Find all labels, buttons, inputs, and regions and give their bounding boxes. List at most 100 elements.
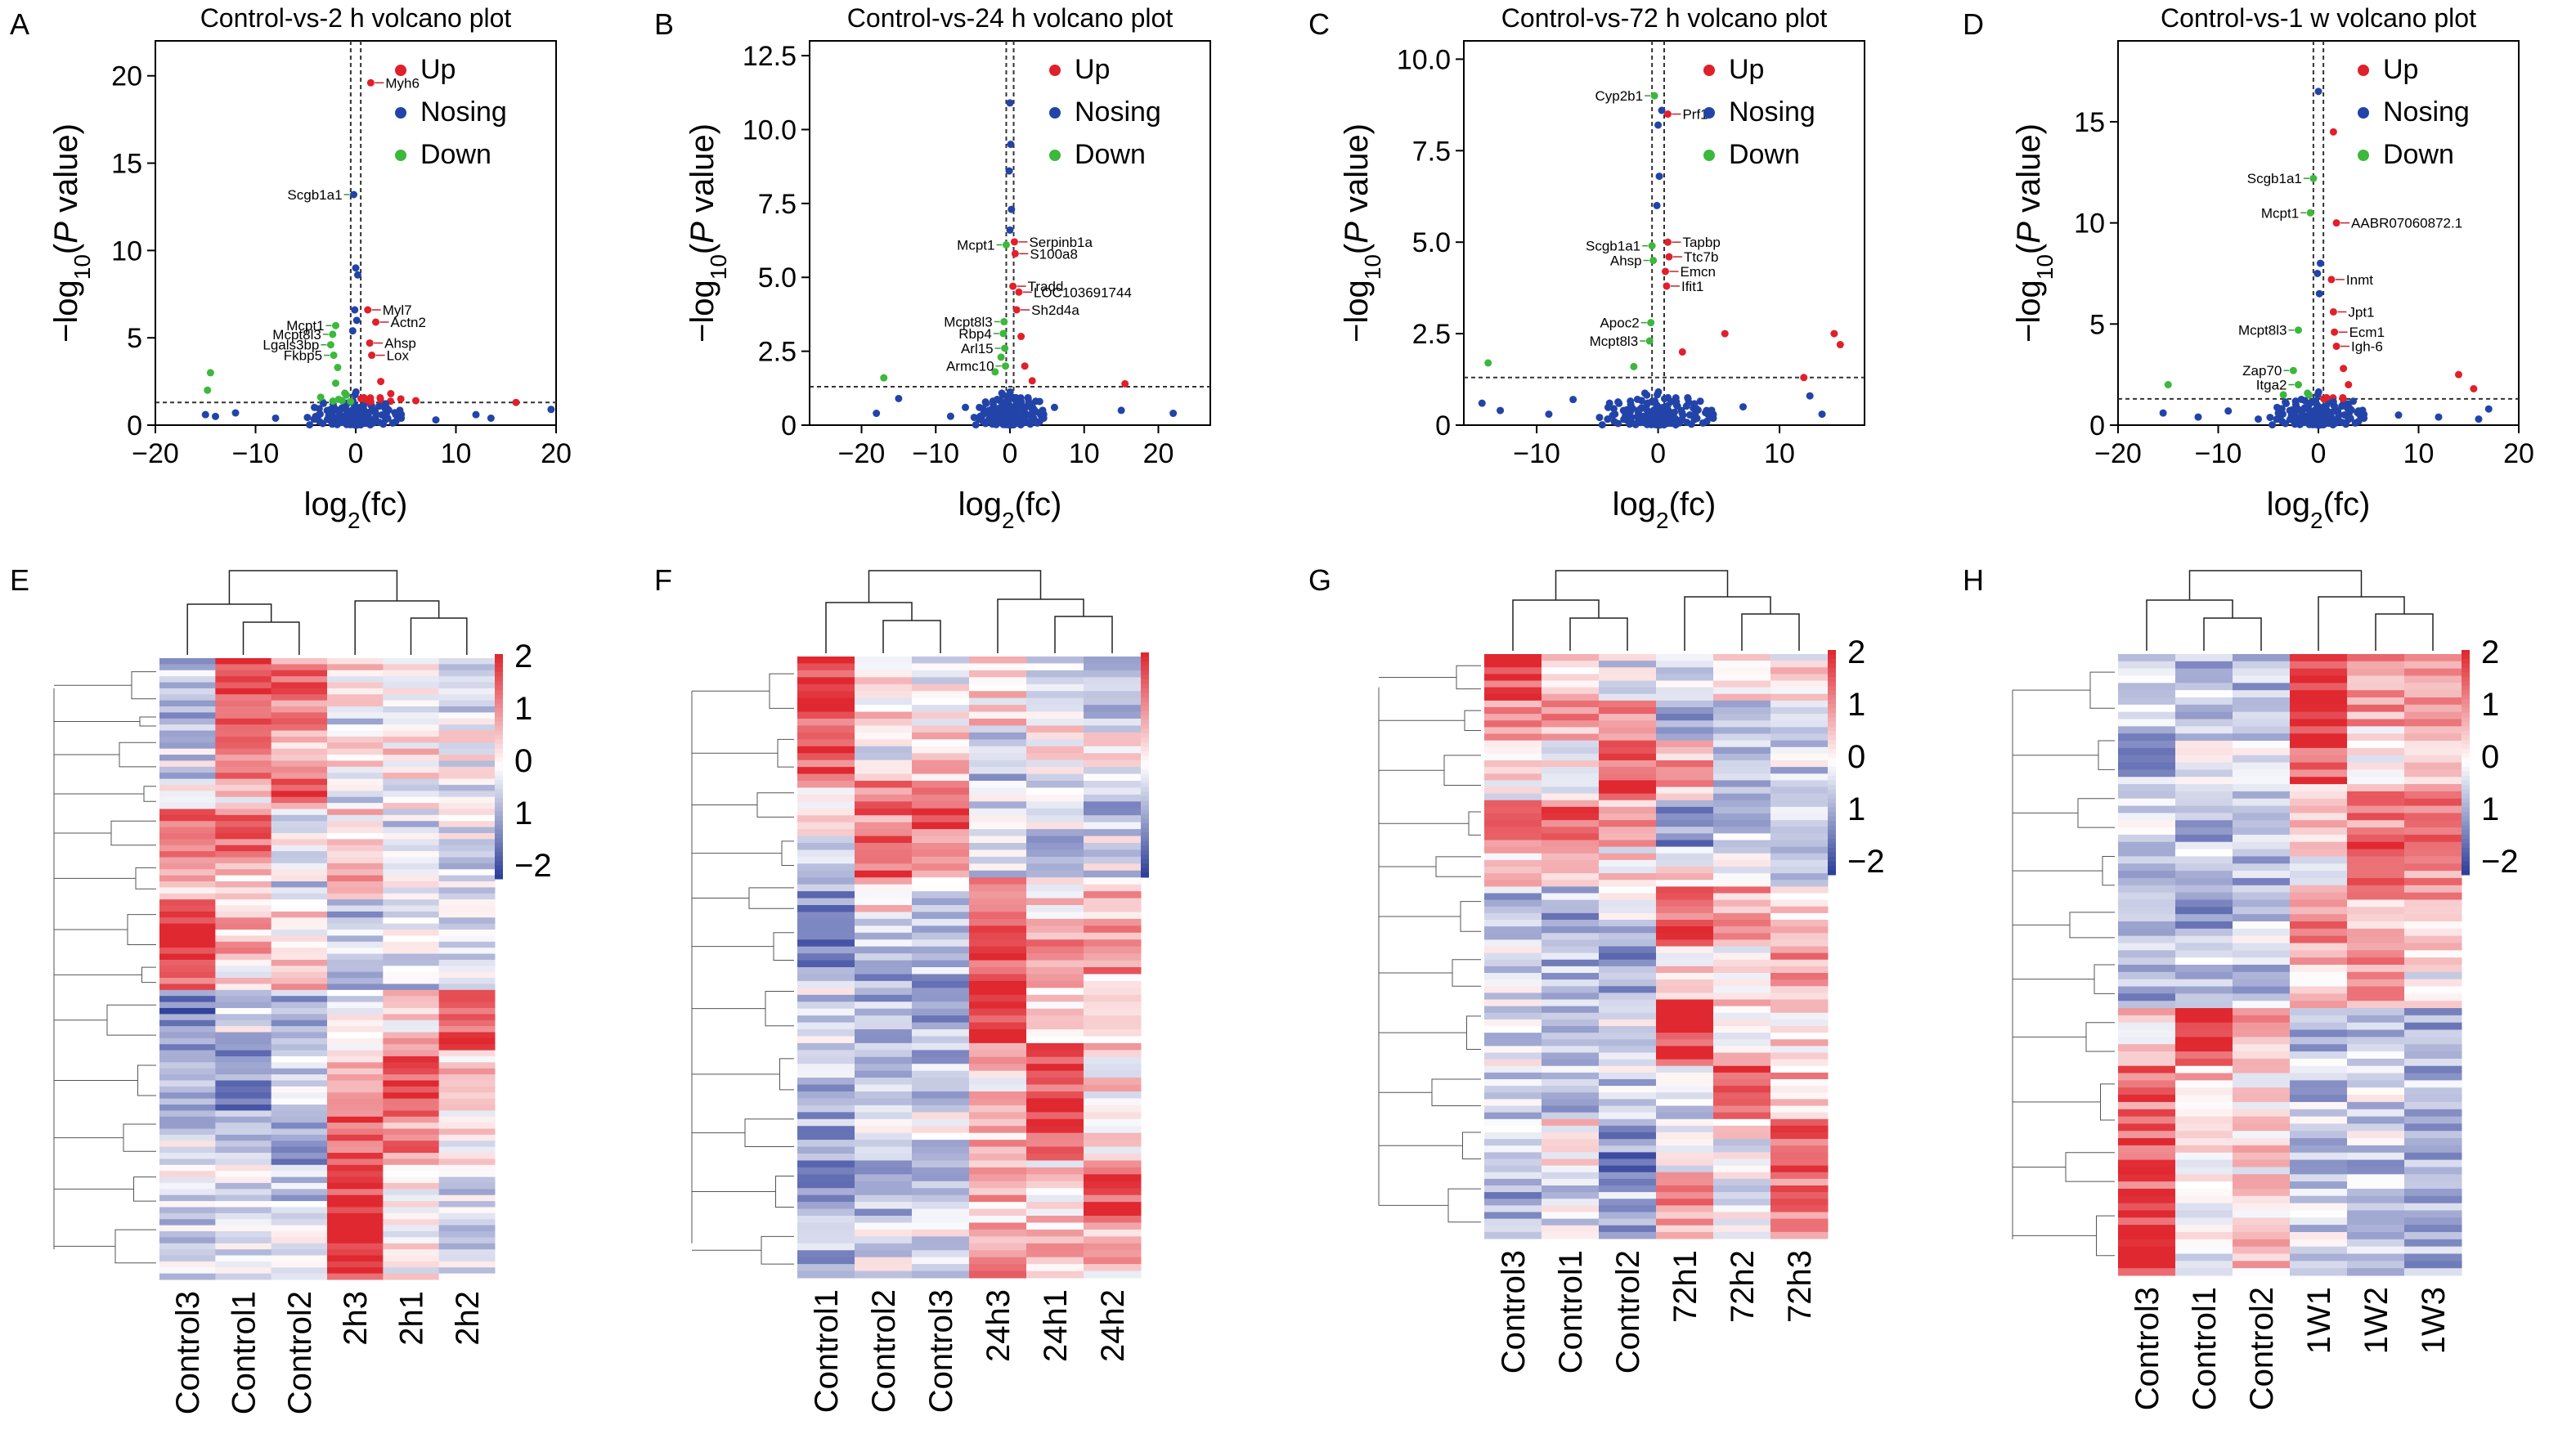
heatmap-cell — [1542, 899, 1600, 908]
heatmap-cell — [2175, 1073, 2233, 1081]
heatmap-cell — [2290, 1268, 2348, 1276]
heatmap-cell — [1656, 793, 1714, 801]
heatmap-cell — [1542, 1212, 1600, 1220]
heatmap-cell — [2347, 719, 2405, 727]
heatmap-cell — [969, 1194, 1027, 1203]
heatmap-cell — [1084, 677, 1142, 685]
colorbar-segment — [1828, 758, 1836, 763]
heatmap-cell — [1484, 740, 1542, 748]
y-tick-label: 7.5 — [758, 189, 797, 220]
heatmap-cell — [383, 893, 440, 900]
data-point-nosing — [1497, 406, 1505, 415]
data-point-down — [332, 379, 339, 388]
heatmap-cell — [1542, 939, 1600, 947]
heatmap-cell — [1542, 767, 1600, 774]
gene-label: Emcn — [1680, 264, 1715, 280]
heatmap-cell — [271, 875, 328, 882]
gene-label: AABR07060872.1 — [2351, 216, 2462, 231]
data-point-nosing — [353, 271, 361, 279]
heatmap-cell — [2347, 741, 2405, 749]
row-dendrogram — [1460, 901, 1481, 932]
heatmap-cell — [1599, 952, 1657, 961]
heatmap-cell — [2347, 1065, 2405, 1074]
colorbar-segment — [495, 667, 503, 673]
heatmap-cell — [2233, 1145, 2291, 1154]
heatmap-cell — [327, 1207, 384, 1214]
heatmap-cell — [912, 863, 970, 872]
heatmap-cell — [855, 677, 913, 685]
heatmap-cell — [271, 959, 328, 966]
heatmap-cell — [1084, 781, 1142, 788]
heatmap-cell — [1713, 1205, 1771, 1212]
colorbar-segment — [1141, 746, 1149, 752]
colorbar-segment — [495, 843, 503, 848]
heatmap-cell — [1770, 1118, 1829, 1127]
heatmap-cell — [2233, 1095, 2291, 1103]
heatmap-cell — [1542, 840, 1600, 848]
heatmap-cell — [2290, 1001, 2348, 1009]
colorbar-segment — [495, 663, 503, 668]
heatmap-cell — [2175, 1051, 2233, 1060]
heatmap-cell — [1656, 1033, 1714, 1040]
heatmap-cell — [438, 766, 496, 773]
heatmap-cell — [1770, 1072, 1829, 1080]
heatmap-cell — [2290, 856, 2348, 864]
heatmap-cell — [383, 911, 440, 918]
heatmap-cell — [1084, 1160, 1142, 1168]
colorbar-segment — [1141, 850, 1149, 855]
heatmap-cell — [1656, 859, 1714, 867]
heatmap-cell — [969, 1229, 1027, 1237]
heatmap-cell — [159, 989, 216, 997]
volcano-title: Control-vs-24 h volcano plot — [847, 3, 1174, 33]
heatmap-cell — [2290, 986, 2348, 994]
heatmap-cell — [2290, 1131, 2348, 1139]
heatmap-cell — [271, 1080, 328, 1087]
gene-label: Mcpt8l3 — [272, 327, 321, 343]
heatmap-cell — [1656, 833, 1714, 840]
heatmap-cell — [383, 748, 440, 755]
heatmap-cell — [438, 1225, 496, 1232]
heatmap-cell — [2347, 849, 2405, 857]
data-point-up — [397, 395, 405, 403]
heatmap-cell — [2347, 892, 2405, 900]
heatmap-cell — [855, 1042, 913, 1051]
heatmap-cell — [855, 767, 913, 775]
heatmap-cell — [855, 1056, 913, 1064]
heatmap-cell — [1084, 1078, 1142, 1086]
heatmap-cell — [2118, 661, 2176, 670]
heatmap-cell — [797, 1250, 855, 1258]
panel-letter: D — [1963, 7, 1984, 41]
data-point — [998, 389, 1006, 397]
heatmap-cell — [912, 1208, 970, 1217]
heatmap-cell — [912, 794, 970, 802]
heatmap-cell — [1656, 674, 1714, 681]
heatmap-cell — [1484, 886, 1542, 894]
heatmap-cell — [912, 912, 970, 920]
colorbar-segment — [2462, 843, 2470, 849]
heatmap-cell — [855, 905, 913, 912]
heatmap-cell — [1599, 1132, 1657, 1140]
heatmap-cell — [271, 1007, 328, 1015]
data-point — [2340, 410, 2349, 419]
heatmap-cell — [1542, 999, 1600, 1007]
heatmap-cell — [327, 791, 384, 798]
heatmap-cell — [383, 839, 440, 846]
heatmap-cell — [2290, 747, 2348, 756]
heatmap-cell — [2404, 1195, 2462, 1204]
heatmap-cell — [327, 664, 384, 671]
heatmap-cell — [438, 1134, 496, 1141]
heatmap-column-label: Control1 — [1553, 1250, 1589, 1374]
heatmap-cell — [159, 959, 216, 966]
heatmap-cell — [438, 923, 496, 930]
legend-marker — [2358, 107, 2369, 119]
colorbar-segment — [1828, 852, 1836, 858]
heatmap-cell — [2175, 1159, 2233, 1167]
heatmap-cell — [215, 1092, 272, 1100]
heatmap-cell — [215, 1062, 272, 1069]
heatmap-cell — [969, 925, 1027, 934]
heatmap-cell — [1084, 1050, 1142, 1058]
heatmap-cell — [1026, 1194, 1084, 1203]
heatmap-cell — [1484, 1139, 1542, 1146]
heatmap-cell — [1484, 1019, 1542, 1027]
heatmap-cell — [1484, 1012, 1542, 1020]
